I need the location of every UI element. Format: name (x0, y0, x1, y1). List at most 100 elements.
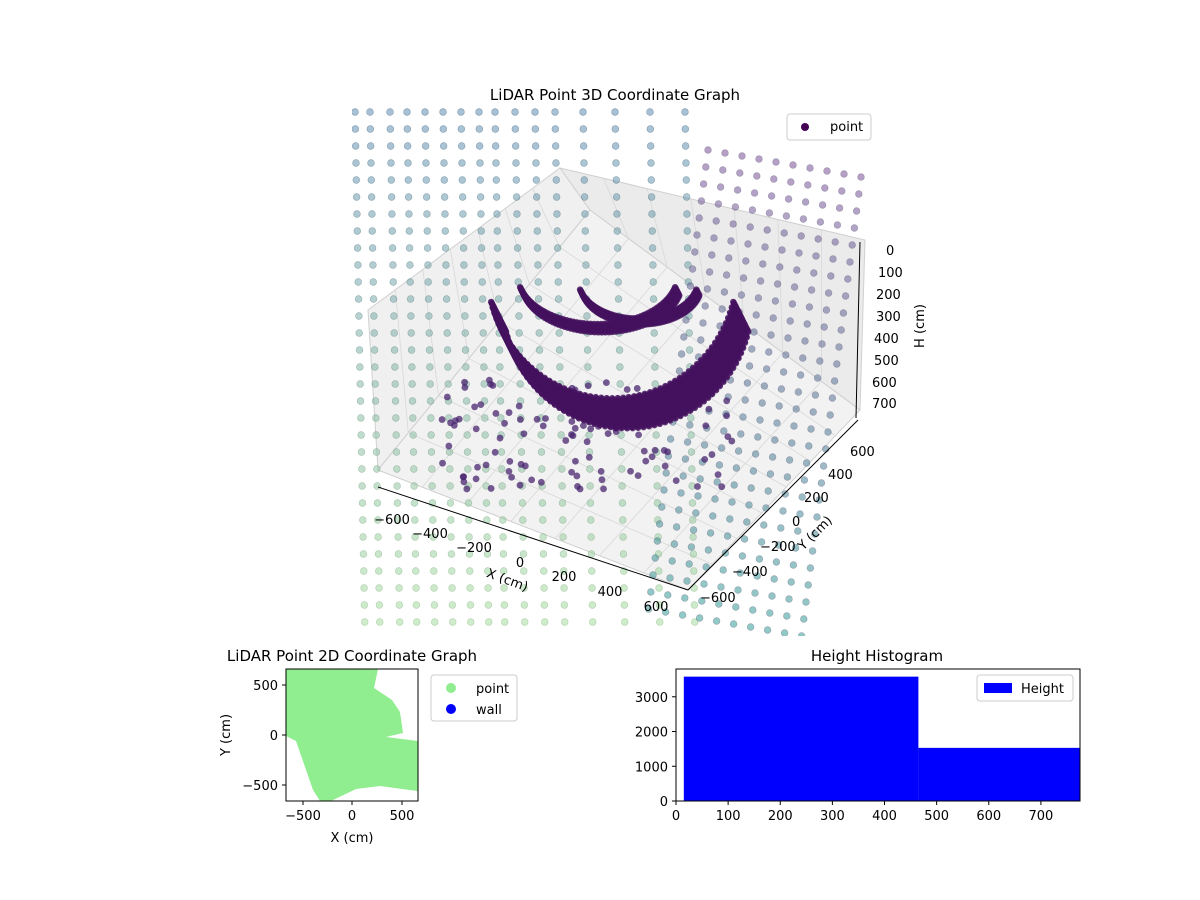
ceiling-point (700, 398, 708, 405)
x-tick-label: 0 (348, 809, 356, 824)
wall-point (372, 448, 381, 456)
wall-point (514, 295, 523, 303)
wall-point (644, 605, 653, 613)
wall-point (466, 601, 475, 609)
y-tick-label: 2000 (635, 726, 668, 741)
x-tick-label: 600 (644, 600, 669, 615)
floor-point (568, 431, 575, 438)
wall-point (704, 146, 712, 154)
wall-point (356, 397, 365, 405)
wall-point (738, 152, 746, 160)
wall-point (648, 227, 656, 235)
wall-point (500, 601, 509, 609)
wall-point (551, 108, 559, 116)
wall-point (443, 312, 451, 320)
wall-point (588, 601, 597, 609)
ceiling-point (696, 401, 703, 408)
wall-point (481, 431, 489, 439)
floor-point (642, 457, 650, 465)
legend-histogram-box (976, 674, 1074, 702)
z-tick-label: 600 (872, 376, 897, 391)
wall-point (555, 346, 564, 354)
ceiling-point (607, 423, 614, 431)
wall-point (493, 210, 501, 218)
wall-point (719, 566, 727, 574)
wall-point (701, 302, 709, 310)
wall-point (585, 431, 593, 439)
wall-point (793, 266, 801, 274)
wall-point (426, 380, 434, 388)
wall-point (773, 419, 781, 427)
wall-point (616, 363, 624, 371)
wall-point (780, 629, 789, 636)
wall-point (782, 212, 791, 220)
wall-point (729, 220, 737, 228)
wall-point (463, 414, 471, 422)
ceiling-point (735, 355, 742, 362)
wall-point (760, 521, 768, 529)
wall-point (539, 550, 548, 558)
wall-point (409, 414, 417, 422)
ceiling-point (712, 386, 720, 394)
wall-point (499, 550, 508, 558)
wall-point (557, 448, 566, 456)
wall-point (425, 346, 434, 354)
wall-point (355, 329, 363, 337)
wall-point (672, 523, 681, 531)
x-tick-label: 400 (598, 585, 623, 600)
wall-point (580, 159, 588, 167)
wall-point (500, 567, 508, 575)
wall-point (800, 476, 809, 484)
histogram-y-ticks: 0 1000 2000 3000 (635, 691, 676, 810)
wall-point (824, 428, 832, 436)
wall-point (375, 601, 384, 609)
ceiling-point (618, 424, 625, 432)
floor-point (604, 430, 612, 437)
wall-point (820, 323, 828, 331)
y-tick-label: −600 (700, 591, 736, 606)
wall-point (827, 272, 835, 280)
wall-point (653, 482, 661, 490)
wall-point (517, 448, 526, 456)
wall-point (359, 533, 367, 541)
wall-point (783, 612, 791, 620)
wall-point (818, 340, 826, 348)
wall-point (802, 598, 810, 606)
floor-point (633, 385, 641, 392)
wall-point (538, 499, 547, 507)
wall-point (728, 498, 736, 506)
wall-point (370, 312, 378, 320)
wall-point (716, 183, 725, 191)
wall-point (755, 555, 764, 563)
wall-point (740, 535, 749, 543)
wall-point (358, 499, 367, 507)
wall-point (682, 193, 691, 201)
wall-point (407, 346, 416, 354)
wall-point (646, 108, 654, 116)
wall-point (822, 445, 830, 453)
wall-point (386, 125, 395, 133)
x-tick-label: 400 (872, 809, 897, 824)
wall-point (756, 416, 764, 424)
wall-point (754, 294, 763, 302)
wall-point (751, 589, 759, 597)
wall-point (710, 234, 718, 242)
wall-point (647, 588, 655, 596)
wall-point (430, 567, 438, 575)
ceiling-point (565, 410, 573, 417)
wall-point (806, 564, 815, 572)
z-tick-label: 200 (876, 288, 901, 303)
histogram-bars (683, 676, 1080, 801)
wall-point (810, 269, 818, 277)
wall-point (619, 550, 628, 558)
wall-point (477, 244, 486, 252)
wall-point (675, 367, 684, 375)
wall-point (653, 537, 662, 545)
wall-point (421, 108, 429, 116)
wall-point (617, 431, 625, 439)
wall-point (777, 385, 786, 393)
wall-point (579, 125, 588, 133)
wall-point (492, 193, 501, 201)
wall-point (447, 550, 456, 558)
wall-point (460, 261, 468, 269)
